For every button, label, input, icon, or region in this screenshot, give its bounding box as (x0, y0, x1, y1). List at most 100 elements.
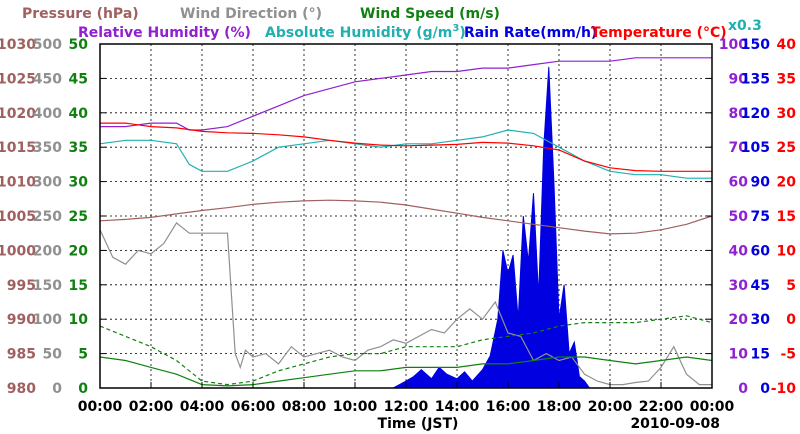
legend-row-2: Relative Humidity (%) Absolute Humidity … (78, 23, 727, 41)
y-tick-rain-rate: 90 (751, 175, 771, 191)
legend-absolute-humidity-tail: ) (459, 25, 465, 41)
y-tick-rain-rate: 150 (741, 37, 770, 53)
y-tick-rain-rate: 0 (760, 381, 770, 397)
y-tick-rain-rate: 105 (741, 140, 770, 156)
y-axes: 1030102510201015101010051000995990985980… (0, 37, 796, 397)
y-tick-pressure: 1010 (0, 175, 36, 191)
y-tick-wind-speed: 40 (69, 106, 89, 122)
x-tick-label: 14:00 (435, 399, 480, 415)
series-wind-direction (99, 222, 712, 386)
y-tick-wind-direction: 50 (43, 347, 63, 363)
x-axis: 00:00 02:00 04:00 06:00 08:00 10:00 12:00 14:00… (78, 382, 735, 415)
y-tick-humidity: 90 (729, 71, 749, 87)
legend-relative-humidity: Relative Humidity (%) (78, 25, 251, 41)
legend-row-1: Pressure (hPa) Wind Direction (°) Wind S… (22, 6, 500, 22)
legend-absolute-humidity: Absolute Humidity (g/m3) (265, 23, 466, 41)
x-tick-label: 06:00 (231, 399, 276, 415)
x-tick-label: 04:00 (180, 399, 225, 415)
y-tick-humidity: 50 (729, 209, 749, 225)
series-temperature-c (100, 122, 712, 172)
y-tick-pressure: 1030 (0, 37, 36, 53)
y-tick-temperature: -5 (780, 347, 796, 363)
y-tick-wind-speed: 50 (69, 37, 89, 53)
legend-temperature: Temperature (°C) (591, 25, 727, 41)
y-tick-wind-direction: 200 (33, 243, 62, 259)
y-tick-wind-direction: 350 (33, 140, 62, 156)
abs-humidity-scale-note: x0.3 (728, 18, 762, 34)
y-tick-wind-speed: 5 (78, 347, 88, 363)
legend-pressure: Pressure (hPa) (22, 6, 139, 22)
y-tick-pressure: 990 (7, 312, 36, 328)
grid-lines (100, 44, 712, 388)
x-tick-label: 12:00 (384, 399, 429, 415)
y-tick-temperature: -10 (771, 381, 797, 397)
y-tick-wind-speed: 0 (78, 381, 88, 397)
y-tick-pressure: 1015 (0, 140, 36, 156)
x-tick-label: 16:00 (486, 399, 531, 415)
x-tick-label: 20:00 (588, 399, 633, 415)
x-axis-title: Time (JST) (378, 416, 459, 432)
date-label: 2010-09-08 (630, 416, 720, 432)
y-tick-temperature: 40 (777, 37, 797, 53)
y-tick-pressure: 985 (7, 347, 36, 363)
legend-rain-rate: Rain Rate(mm/h) (464, 25, 597, 41)
x-tick-label: 18:00 (537, 399, 582, 415)
y-tick-humidity: 0 (738, 381, 748, 397)
y-tick-temperature: 10 (777, 243, 797, 259)
y-tick-pressure: 1025 (0, 71, 36, 87)
y-tick-temperature: 30 (777, 106, 797, 122)
y-tick-temperature: 25 (777, 140, 796, 156)
y-tick-wind-direction: 300 (33, 175, 62, 191)
x-tick-label: 02:00 (129, 399, 174, 415)
y-tick-humidity: 40 (729, 243, 749, 259)
y-tick-humidity: 30 (729, 278, 749, 294)
y-tick-humidity: 70 (729, 140, 749, 156)
x-tick-label: 22:00 (639, 399, 684, 415)
y-tick-wind-direction: 450 (33, 71, 62, 87)
y-tick-wind-direction: 100 (33, 312, 62, 328)
y-tick-wind-speed: 45 (69, 71, 88, 87)
y-tick-pressure: 980 (7, 381, 36, 397)
y-tick-temperature: 0 (786, 312, 796, 328)
y-tick-rain-rate: 75 (751, 209, 770, 225)
x-tick-label: 10:00 (333, 399, 378, 415)
y-tick-humidity: 10 (729, 347, 749, 363)
series-rain-rate-mm-h (100, 66, 712, 389)
series-pressure-hpa (99, 199, 713, 235)
y-tick-wind-speed: 20 (69, 243, 89, 259)
y-tick-wind-speed: 10 (69, 312, 89, 328)
y-tick-wind-speed: 30 (69, 175, 89, 191)
x-tick-label: 00:00 (690, 399, 735, 415)
y-tick-rain-rate: 45 (751, 278, 770, 294)
y-tick-wind-direction: 500 (33, 37, 62, 53)
y-tick-humidity: 100 (719, 37, 748, 53)
y-tick-rain-rate: 15 (751, 347, 770, 363)
y-tick-wind-speed: 35 (69, 140, 88, 156)
y-tick-rain-rate: 135 (741, 71, 770, 87)
legend-wind-direction: Wind Direction (°) (180, 6, 322, 22)
series-layer (99, 57, 713, 389)
legend-wind-speed: Wind Speed (m/s) (360, 6, 500, 22)
y-tick-temperature: 15 (777, 209, 796, 225)
y-tick-temperature: 5 (786, 278, 796, 294)
y-tick-humidity: 20 (729, 312, 749, 328)
y-tick-wind-direction: 250 (33, 209, 62, 225)
y-tick-temperature: 20 (777, 175, 797, 191)
y-tick-temperature: 35 (777, 71, 796, 87)
y-tick-rain-rate: 60 (751, 243, 771, 259)
y-tick-pressure: 1020 (0, 106, 36, 122)
legend-absolute-humidity-sup: 3 (452, 23, 459, 34)
y-tick-wind-direction: 0 (52, 381, 62, 397)
y-tick-rain-rate: 30 (751, 312, 771, 328)
series-wind-speed-gust-m-s (99, 315, 713, 386)
y-tick-wind-direction: 400 (33, 106, 62, 122)
y-tick-pressure: 1005 (0, 209, 36, 225)
y-tick-pressure: 1000 (0, 243, 36, 259)
y-tick-rain-rate: 120 (741, 106, 770, 122)
y-tick-humidity: 60 (729, 175, 749, 191)
y-tick-humidity: 80 (729, 106, 749, 122)
y-tick-pressure: 995 (7, 278, 36, 294)
y-tick-wind-speed: 25 (69, 209, 88, 225)
x-tick-label: 00:00 (78, 399, 123, 415)
